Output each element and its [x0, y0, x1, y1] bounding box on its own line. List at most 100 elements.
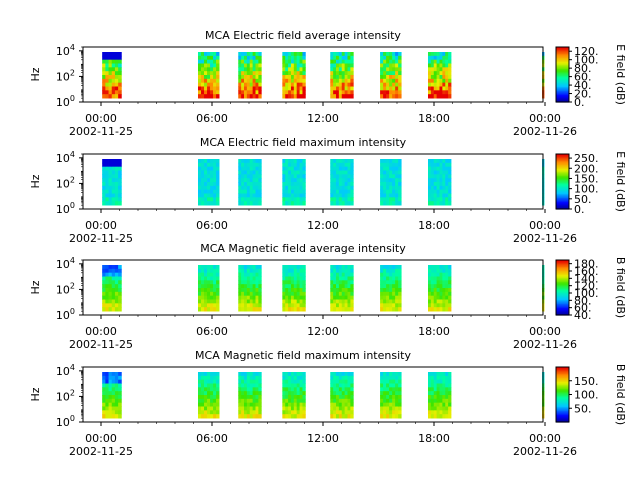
spectrogram-cell — [102, 59, 106, 64]
spectrogram-cell — [436, 189, 440, 194]
spectrogram-cell — [392, 52, 396, 57]
spectrogram-cell — [244, 63, 248, 68]
spectrogram-cell — [114, 303, 119, 308]
spectrogram-cell — [293, 387, 298, 392]
spectrogram-cell — [350, 86, 354, 91]
spectrogram-cell — [302, 398, 306, 404]
spectrogram-cell — [290, 63, 295, 68]
spectrogram-cell — [383, 307, 387, 312]
spectrogram-cell — [293, 276, 298, 281]
spectrogram-cell — [341, 197, 346, 202]
spectrogram-cell — [296, 201, 300, 206]
spectrogram-cell — [111, 406, 116, 411]
spectrogram-cell — [238, 375, 242, 381]
spectrogram-cell — [386, 182, 390, 187]
spectrogram-cell — [201, 288, 205, 293]
spectrogram-cell — [213, 71, 217, 76]
spectrogram-cell — [285, 162, 289, 168]
spectrogram-cell — [238, 284, 242, 289]
spectrogram-cell — [386, 288, 390, 293]
spectrogram-cell — [302, 383, 306, 388]
spectrogram-cell — [249, 402, 254, 407]
colorbar-segment — [556, 47, 569, 49]
spectrogram-cell — [111, 201, 116, 206]
spectrogram-cell — [299, 379, 303, 384]
colorbar: 0.50.100.150.200.250. E field (dB) — [555, 151, 627, 216]
spectrogram-cell — [395, 67, 399, 72]
spectrogram-cell — [302, 159, 306, 164]
spectrogram-cell — [249, 75, 254, 80]
spectrogram-cell — [238, 299, 242, 304]
spectrogram-cell — [439, 299, 443, 304]
spectrogram-cell — [204, 372, 208, 377]
spectrogram-cell — [118, 303, 122, 308]
data-interval — [102, 52, 122, 99]
spectrogram-cell — [383, 189, 387, 194]
spectrogram-cell — [350, 387, 354, 392]
spectrogram-cell — [290, 379, 295, 384]
colorbar-tick-label: 80. — [574, 62, 592, 75]
spectrogram-cell — [207, 71, 211, 76]
spectrogram-cell — [302, 90, 306, 95]
spectrogram-cell — [336, 391, 340, 396]
spectrogram-cell — [118, 307, 122, 312]
spectrogram-cell — [114, 162, 119, 168]
spectrogram-cell — [213, 398, 217, 404]
spectrogram-cell — [428, 178, 432, 183]
spectrogram-cell — [241, 174, 245, 179]
spectrogram-cell — [288, 307, 292, 312]
spectrogram-cell — [258, 295, 262, 300]
spectrogram-cell — [330, 170, 334, 175]
spectrogram-cell — [105, 398, 109, 404]
spectrogram-cell — [204, 178, 208, 183]
spectrogram-cell — [258, 71, 262, 76]
spectrogram-cell — [204, 391, 208, 396]
spectrogram-cell — [201, 398, 205, 404]
spectrogram-cell — [285, 295, 289, 300]
spectrogram-cell — [383, 291, 387, 297]
spectrogram-cell — [296, 162, 300, 168]
spectrogram-cell — [302, 265, 306, 270]
plot-frame — [82, 259, 544, 316]
spectrogram-cell — [433, 94, 438, 99]
spectrogram-cell — [389, 59, 393, 64]
spectrogram-cell — [201, 75, 205, 80]
spectrogram-cell — [344, 86, 348, 91]
spectrogram-cell — [293, 284, 298, 289]
spectrogram-cell — [246, 280, 251, 285]
spectrogram-cell — [241, 387, 245, 392]
spectrogram-cell — [383, 299, 387, 304]
spectrogram-cell — [445, 414, 449, 419]
spectrogram-cell — [258, 395, 262, 400]
spectrogram-cell — [448, 59, 452, 64]
spectrogram-cell — [436, 402, 440, 407]
spectrogram-cell — [198, 71, 202, 76]
spectrogram-cell — [201, 170, 205, 175]
spectrogram-cell — [282, 398, 286, 404]
spectrogram-cell — [108, 201, 113, 206]
spectrogram-cell — [330, 193, 334, 198]
x-tick-time: 12:00 — [307, 112, 339, 125]
spectrogram-cell — [392, 159, 396, 164]
colorbar-segment — [556, 299, 569, 302]
spectrogram-cell — [246, 268, 251, 274]
spectrogram-cell — [445, 372, 449, 377]
spectrogram-cell — [389, 189, 393, 194]
spectrogram-cell — [108, 55, 113, 61]
spectrogram-cell — [439, 280, 443, 285]
colorbar-segment — [556, 159, 569, 162]
colorbar-segment — [556, 288, 569, 291]
spectrogram-cell — [296, 94, 300, 99]
spectrogram-cell — [204, 406, 208, 411]
spectrogram-cell — [433, 193, 438, 198]
spectrogram-cell — [433, 71, 438, 76]
spectrogram-cell — [428, 82, 432, 87]
spectrogram-cell — [105, 86, 109, 91]
spectrogram-cell — [105, 178, 109, 183]
spectrogram-cell — [207, 201, 211, 206]
x-tick-time: 00:00 — [529, 112, 561, 125]
colorbar-segment — [556, 176, 569, 178]
spectrogram-cell — [341, 284, 346, 289]
spectrogram-cell — [380, 387, 384, 392]
spectrogram-cell — [255, 185, 259, 191]
